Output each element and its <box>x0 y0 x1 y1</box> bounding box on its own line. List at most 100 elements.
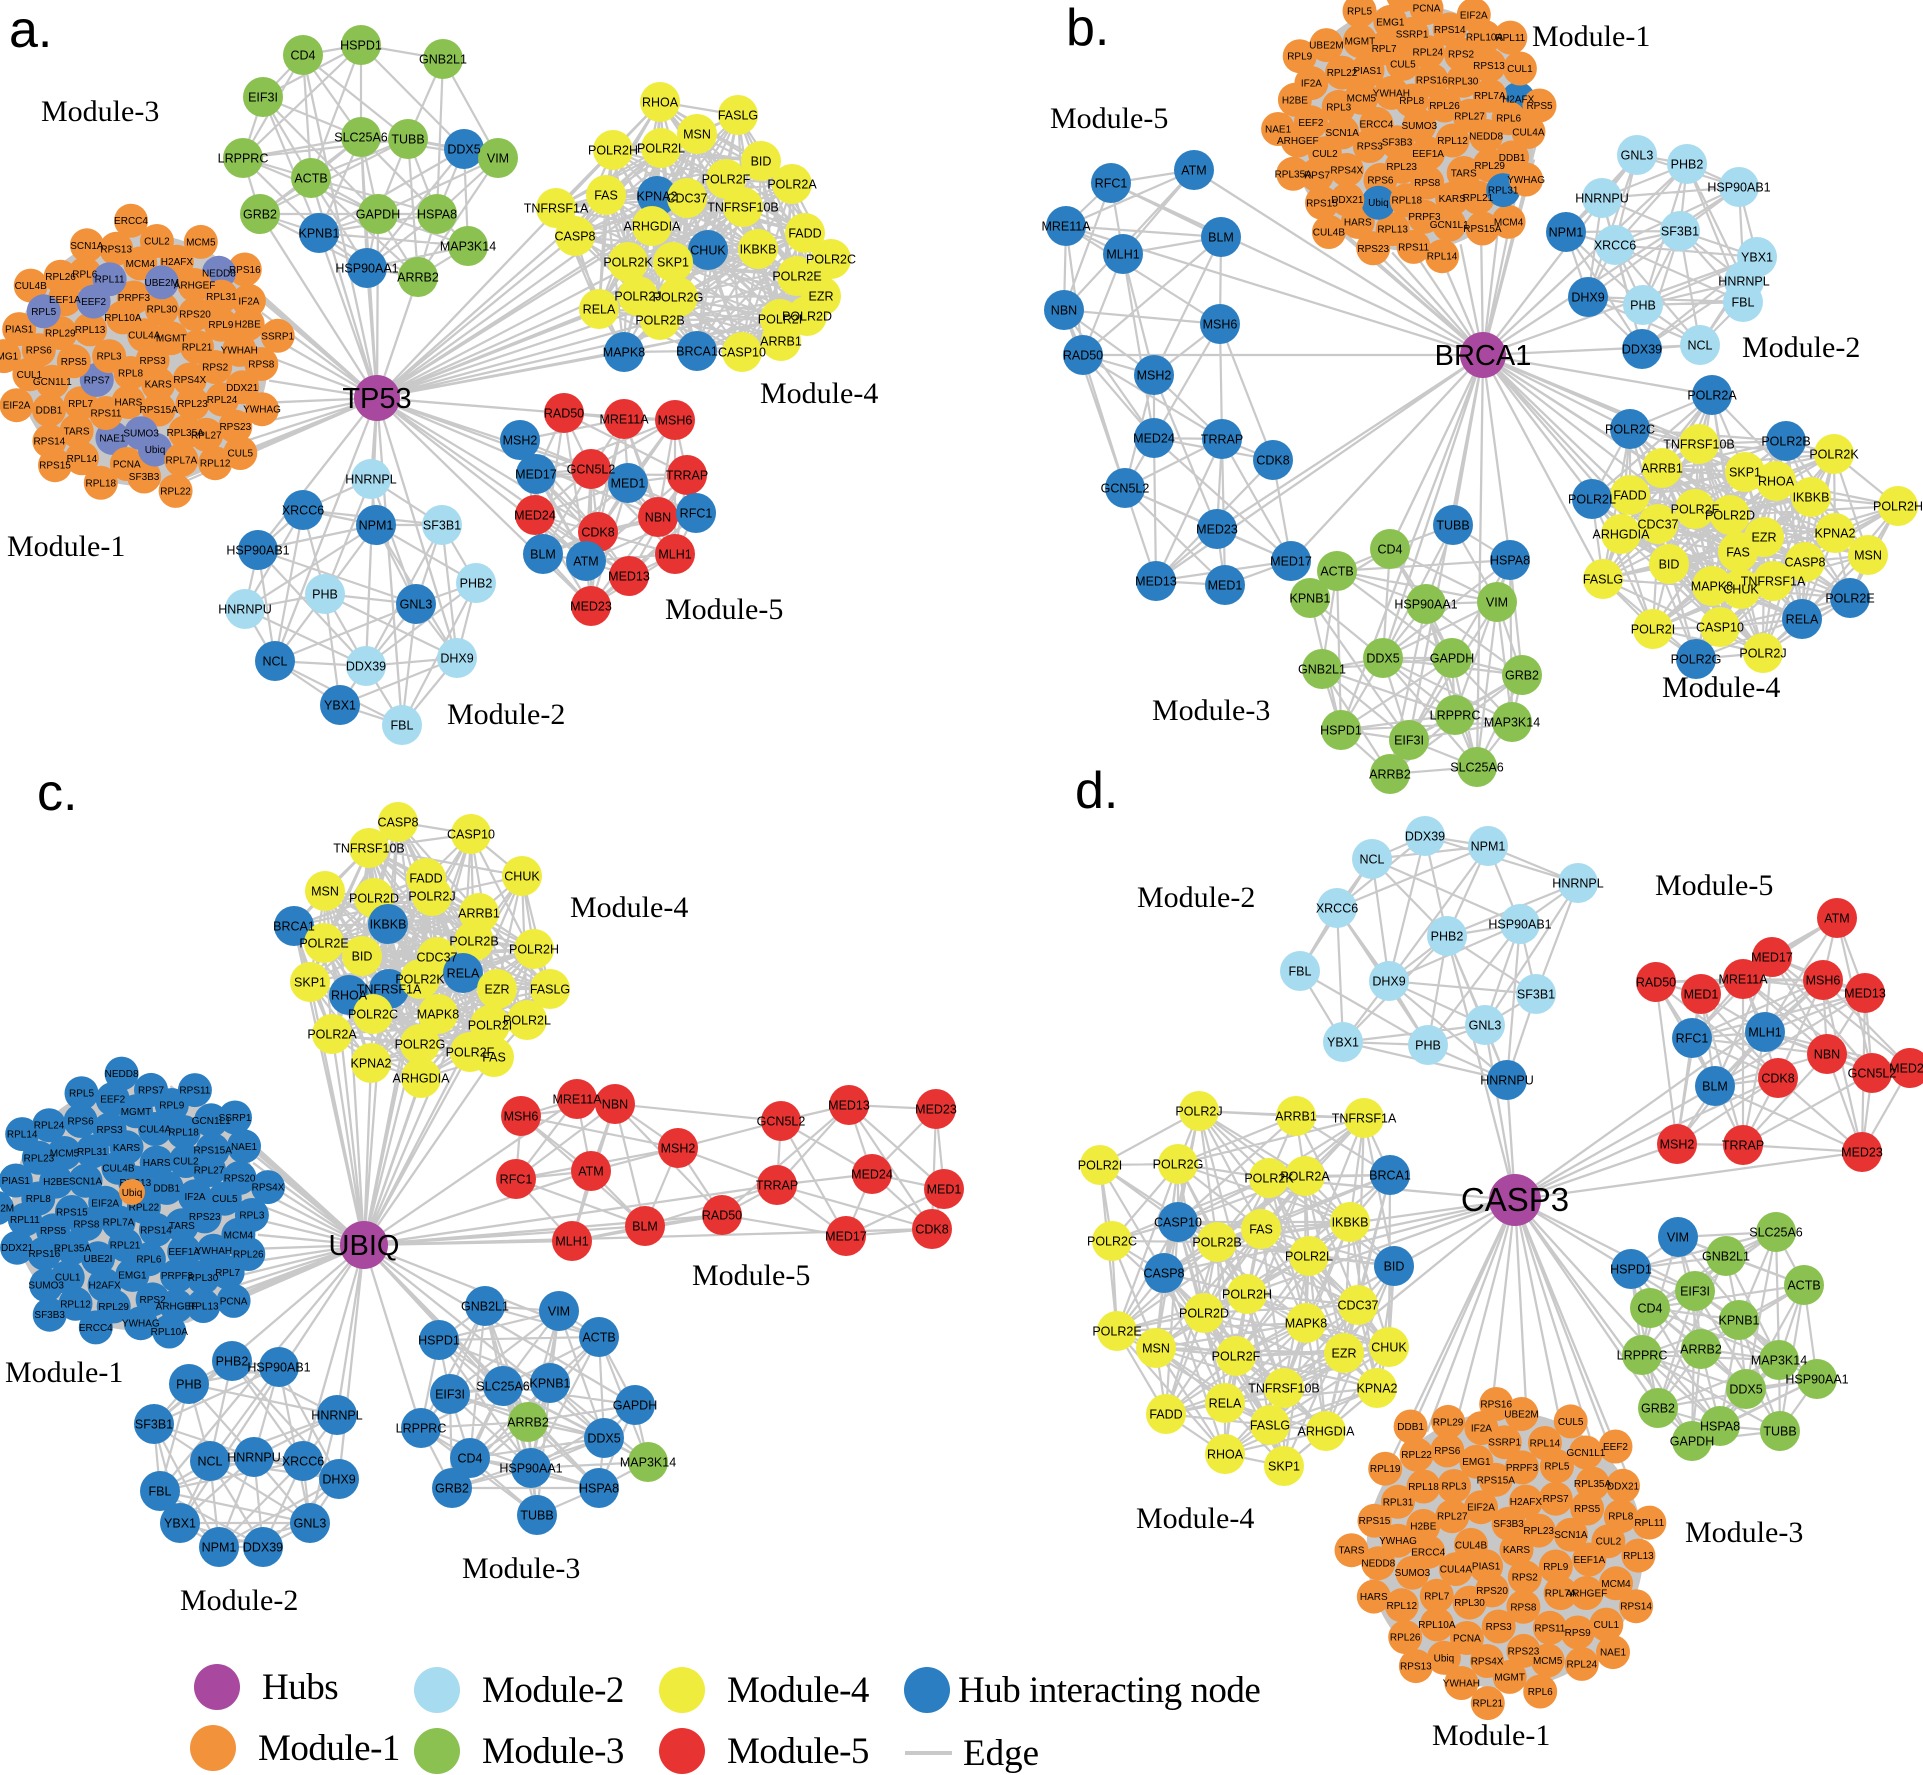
svg-text:CASP10: CASP10 <box>447 827 495 841</box>
svg-text:POLR2L: POLR2L <box>1568 492 1616 506</box>
svg-text:RPL9: RPL9 <box>208 320 233 331</box>
svg-text:ATM: ATM <box>1824 911 1849 925</box>
svg-text:TNFRSF10B: TNFRSF10B <box>333 841 405 855</box>
svg-text:PCNA: PCNA <box>220 1296 248 1307</box>
svg-text:SKP1: SKP1 <box>294 975 326 989</box>
svg-text:DDX39: DDX39 <box>243 1540 283 1554</box>
svg-text:DDB1: DDB1 <box>1397 1422 1424 1433</box>
svg-text:YWHAG: YWHAG <box>122 1319 160 1330</box>
svg-text:FBL: FBL <box>391 718 414 732</box>
svg-text:RPS20: RPS20 <box>1387 0 1419 2</box>
svg-text:MED24: MED24 <box>851 1167 893 1181</box>
svg-text:XRCC6: XRCC6 <box>282 503 324 517</box>
svg-text:CDK8: CDK8 <box>1256 453 1289 467</box>
svg-text:BRCA1: BRCA1 <box>273 919 315 933</box>
svg-text:HSPD1: HSPD1 <box>340 38 382 52</box>
svg-text:RPL8: RPL8 <box>118 369 143 380</box>
svg-text:MED23: MED23 <box>1196 522 1238 536</box>
svg-text:RPL7A: RPL7A <box>166 455 198 466</box>
svg-text:RPS9: RPS9 <box>1565 1628 1592 1639</box>
svg-text:TARS: TARS <box>1451 169 1477 180</box>
svg-text:SLC25A6: SLC25A6 <box>476 1379 530 1393</box>
svg-text:MAPK8: MAPK8 <box>1285 1316 1327 1330</box>
svg-text:RPS11: RPS11 <box>91 409 122 420</box>
svg-text:RPS8: RPS8 <box>73 1220 100 1231</box>
svg-text:RPL22: RPL22 <box>129 1203 160 1214</box>
svg-text:PHB: PHB <box>1415 1038 1441 1052</box>
svg-text:NBN: NBN <box>645 510 671 524</box>
svg-text:PCNA: PCNA <box>113 460 141 471</box>
svg-text:HSP90AA1: HSP90AA1 <box>1394 597 1457 611</box>
svg-text:NCL: NCL <box>1359 852 1384 866</box>
svg-text:Ubiq: Ubiq <box>145 445 166 456</box>
svg-text:POLR2C: POLR2C <box>806 252 856 266</box>
svg-text:PRPF3: PRPF3 <box>161 1271 194 1282</box>
svg-text:IF2A: IF2A <box>238 296 259 307</box>
svg-text:GNL3: GNL3 <box>294 1516 327 1530</box>
svg-text:EMG1: EMG1 <box>1376 17 1405 28</box>
svg-text:ARHGDIA: ARHGDIA <box>393 1071 451 1085</box>
svg-text:H2BE: H2BE <box>235 320 261 331</box>
svg-text:CUL5: CUL5 <box>228 449 254 460</box>
svg-text:PRPF3: PRPF3 <box>1506 1463 1539 1474</box>
svg-text:KPNA2: KPNA2 <box>351 1056 392 1070</box>
svg-text:MSH2: MSH2 <box>1660 1137 1695 1151</box>
svg-text:RPL22: RPL22 <box>160 486 191 497</box>
svg-text:H2BE: H2BE <box>43 1177 69 1188</box>
svg-text:MGMT: MGMT <box>121 1107 152 1118</box>
svg-text:HSPA8: HSPA8 <box>579 1481 619 1495</box>
svg-text:MED23: MED23 <box>1841 1145 1883 1159</box>
svg-text:RPL11: RPL11 <box>10 1215 40 1226</box>
svg-text:NAE1: NAE1 <box>231 1142 258 1153</box>
svg-text:GRB2: GRB2 <box>243 207 277 221</box>
svg-text:RPL14: RPL14 <box>1427 252 1458 263</box>
svg-text:RPS20: RPS20 <box>179 310 211 321</box>
svg-text:Module-5: Module-5 <box>665 593 783 626</box>
svg-text:RPS5: RPS5 <box>61 357 88 368</box>
svg-text:RAD50: RAD50 <box>1636 975 1676 989</box>
svg-text:HNRNPU: HNRNPU <box>1480 1073 1533 1087</box>
svg-text:RPS5: RPS5 <box>1526 101 1553 112</box>
svg-text:RPL11: RPL11 <box>1495 33 1525 44</box>
svg-text:CUL2: CUL2 <box>144 237 170 248</box>
svg-text:HARS: HARS <box>1360 1592 1388 1603</box>
svg-text:ACTB: ACTB <box>582 1330 615 1344</box>
svg-text:RPS8: RPS8 <box>1414 178 1441 189</box>
svg-text:RPL3: RPL3 <box>239 1211 264 1222</box>
svg-text:RHOA: RHOA <box>1758 474 1795 488</box>
svg-text:H2AFX: H2AFX <box>1510 1497 1543 1508</box>
svg-text:Module-3: Module-3 <box>1685 1516 1803 1549</box>
svg-text:EIF3I: EIF3I <box>248 90 278 104</box>
svg-text:MAPK8: MAPK8 <box>1691 579 1733 593</box>
svg-text:HARS: HARS <box>143 1158 171 1169</box>
svg-text:TNFRSF10B: TNFRSF10B <box>1663 437 1735 451</box>
svg-text:NCL: NCL <box>1687 338 1712 352</box>
svg-text:ARRB2: ARRB2 <box>397 270 439 284</box>
svg-text:IKBKB: IKBKB <box>740 242 777 256</box>
svg-text:EZR: EZR <box>485 982 510 996</box>
svg-text:EIF3I: EIF3I <box>1680 1284 1710 1298</box>
svg-text:NBN: NBN <box>1814 1047 1840 1061</box>
svg-text:RPS6: RPS6 <box>26 346 53 357</box>
svg-text:BLM: BLM <box>1208 230 1234 244</box>
svg-text:MCM5: MCM5 <box>50 1149 80 1160</box>
svg-text:POLR2J: POLR2J <box>408 889 455 903</box>
svg-text:HSP90AB1: HSP90AB1 <box>247 1360 310 1374</box>
svg-text:RPL7: RPL7 <box>215 1268 240 1279</box>
svg-text:IKBKB: IKBKB <box>370 917 407 931</box>
svg-text:VIM: VIM <box>548 1304 570 1318</box>
svg-text:FADD: FADD <box>788 226 821 240</box>
svg-text:FAS: FAS <box>1726 545 1750 559</box>
svg-text:MED17: MED17 <box>1751 950 1793 964</box>
svg-text:RPS15A: RPS15A <box>1463 224 1502 235</box>
svg-text:CUL2: CUL2 <box>1596 1537 1622 1548</box>
svg-text:Module-1: Module-1 <box>5 1356 123 1389</box>
svg-text:RPL23: RPL23 <box>24 1153 55 1164</box>
svg-text:RPL12: RPL12 <box>60 1299 91 1310</box>
svg-text:TNFRSF1A: TNFRSF1A <box>1332 1111 1397 1125</box>
svg-text:RELA: RELA <box>447 966 480 980</box>
svg-text:DDX5: DDX5 <box>1729 1382 1762 1396</box>
svg-text:IF2A: IF2A <box>1301 79 1322 90</box>
svg-text:POLR2L: POLR2L <box>1285 1249 1333 1263</box>
svg-text:KARS: KARS <box>113 1143 141 1154</box>
